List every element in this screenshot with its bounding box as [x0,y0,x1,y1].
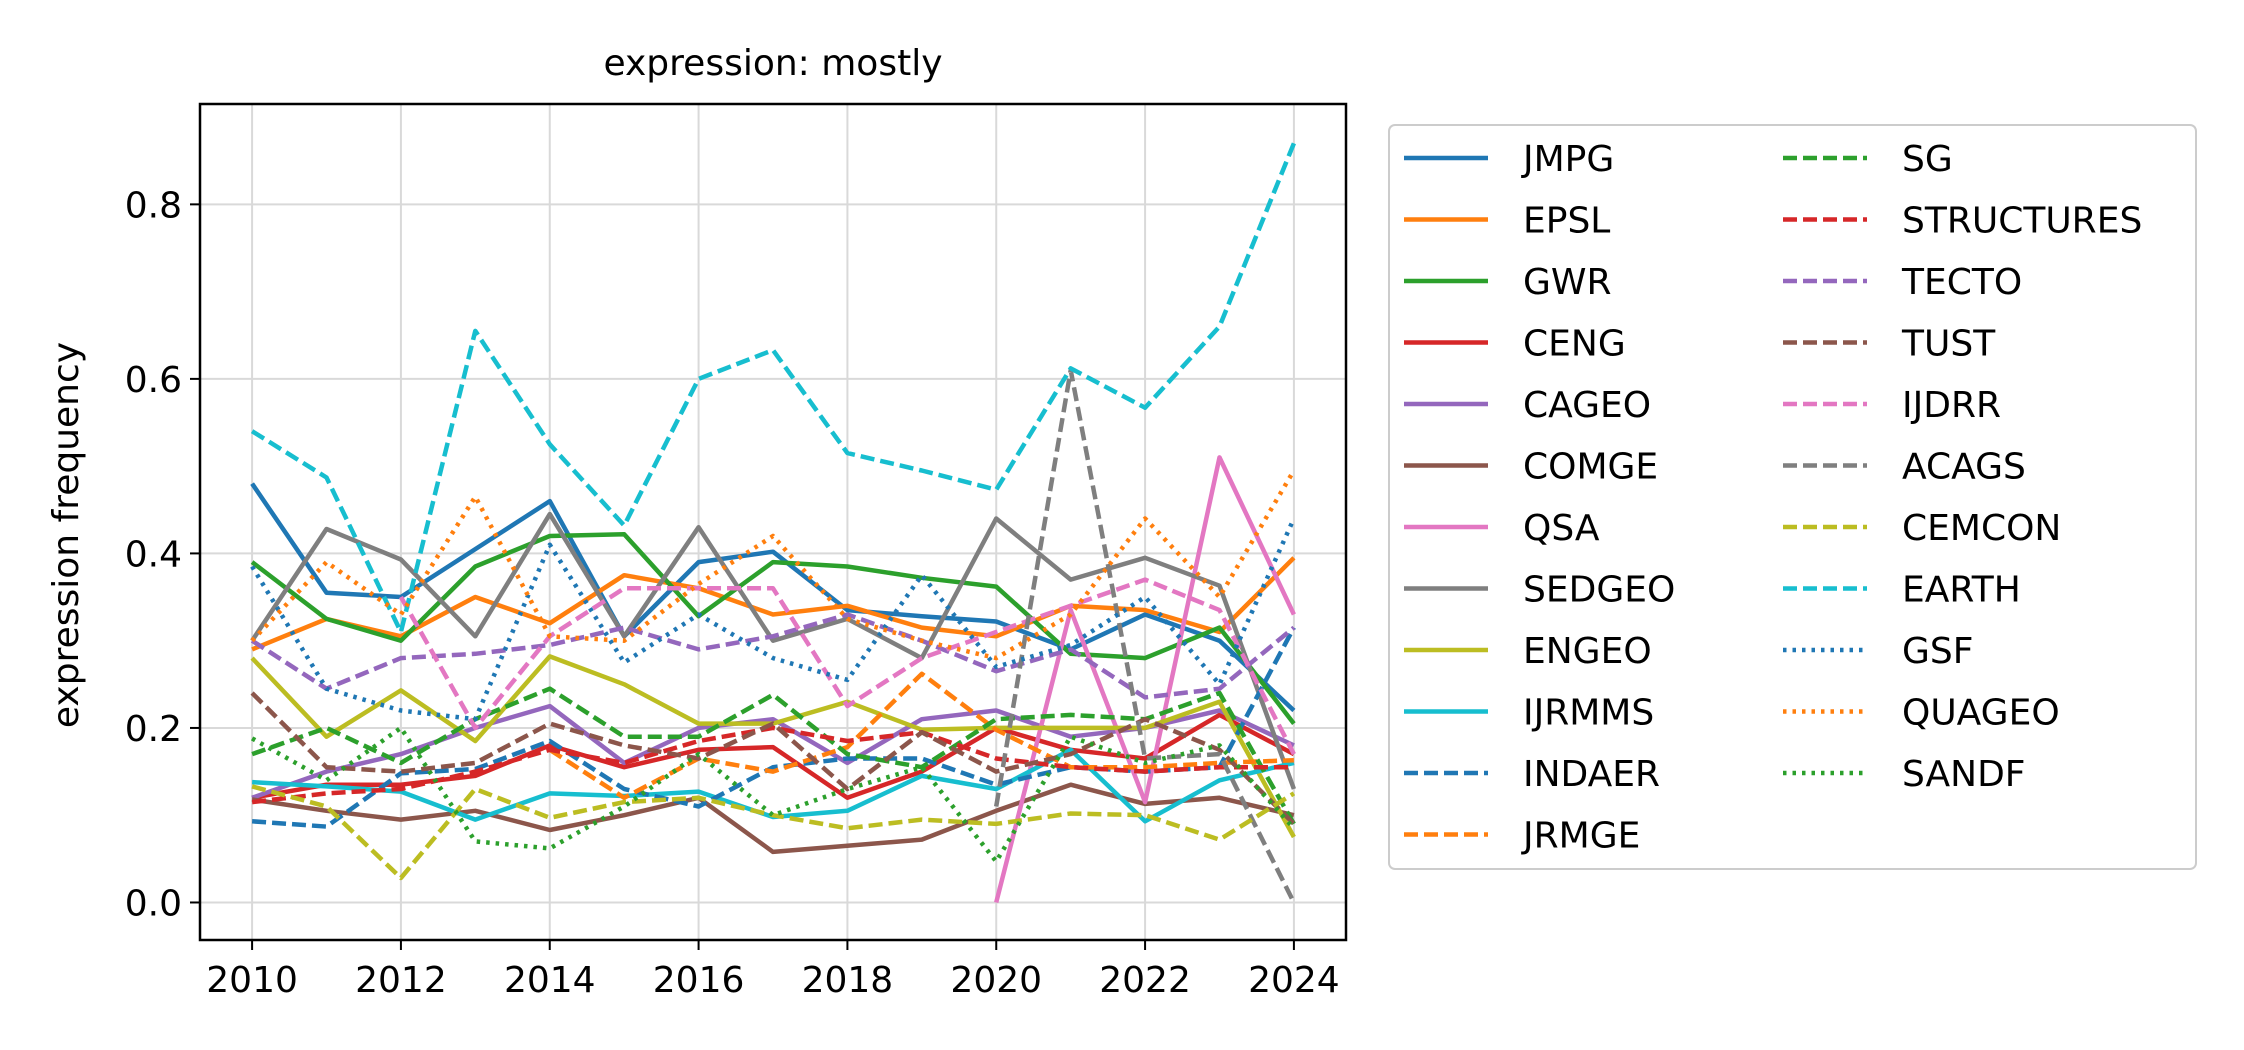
series-line-qsa [994,455,1296,904]
series-line-sedgeo [250,511,1297,790]
legend-label: ACAGS [1902,447,2026,488]
legend-entry-engeo: ENGEO [1404,631,1652,672]
legend-label: TUST [1901,324,1996,365]
x-tick-label: 2024 [1248,960,1340,1001]
legend-entry-sg: SG [1783,139,1953,180]
legend-label: SEDGEO [1523,570,1675,611]
legend-entry-tust: TUST [1783,324,1996,365]
series-line-jmpg [250,482,1296,713]
legend-entry-ijrmms: IJRMMS [1404,693,1654,734]
legend-entry-epsl: EPSL [1404,201,1610,242]
legend-label: JMPG [1521,139,1614,180]
y-axis-label: expression frequency [46,342,87,728]
y-tick-label: 0.0 [125,883,182,924]
legend-label: CEMCON [1902,508,2061,549]
legend-label: EARTH [1902,570,2021,611]
y-tick-label: 0.4 [125,534,182,575]
legend-label: CAGEO [1523,385,1651,426]
legend-label: SG [1902,139,1953,180]
chart-title: expression: mostly [603,43,942,84]
legend-label: TECTO [1901,262,2022,303]
legend-label: INDAER [1523,754,1660,795]
legend-entry-gwr: GWR [1404,262,1612,303]
legend-label: IJRMMS [1523,693,1654,734]
legend-entry-ijdrr: IJDRR [1783,385,2001,426]
legend-label: GSF [1902,631,1973,672]
x-tick-label: 2014 [504,960,596,1001]
legend-entry-earth: EARTH [1783,570,2021,611]
series-line-gwr [250,531,1296,725]
legend-label: STRUCTURES [1902,201,2142,242]
legend-entry-ceng: CENG [1404,324,1626,365]
series-line-quageo [250,469,1296,661]
x-tick-label: 2010 [206,960,298,1001]
series-line-tust [250,691,1296,826]
legend-entry-cemcon: CEMCON [1783,508,2061,549]
legend-entry-quageo: QUAGEO [1783,693,2060,734]
legend-label: SANDF [1902,754,2026,795]
legend-label: IJDRR [1902,385,2001,426]
axis-ticks: 2010 2012 2014 2016 2018 2020 2022 2024 0.0 0.2 0.… [125,185,1340,1001]
legend-entry-sandf: SANDF [1783,754,2026,795]
x-tick-label: 2020 [950,960,1042,1001]
y-tick-label: 0.2 [125,709,182,750]
legend-entry-structures: STRUCTURES [1783,201,2142,242]
legend-label: JRMGE [1521,816,1640,857]
plot-frame [198,102,1348,942]
legend-entry-jmpg: JMPG [1404,139,1614,180]
legend-label: COMGE [1523,447,1658,488]
x-tick-label: 2022 [1099,960,1191,1001]
legend-label: EPSL [1523,201,1610,242]
series-line-tecto [250,612,1296,700]
series-line-ceng [251,712,1295,801]
legend-label: QSA [1523,508,1600,549]
legend: JMPG EPSL GWR CENG CAGEO COMGE QSA SEDGEO ENGEO I… [1388,124,2197,870]
series-layer [250,142,1297,904]
legend-entry-indaer: INDAER [1404,754,1660,795]
legend-label: GWR [1523,262,1612,303]
legend-frame [1388,124,2197,870]
legend-entry-gsf: GSF [1783,631,1973,672]
legend-label: CENG [1523,324,1626,365]
legend-entry-comge: COMGE [1404,447,1658,488]
series-line-gsf [250,517,1296,722]
legend-entry-cageo: CAGEO [1404,385,1651,426]
legend-entry-jrmge: JRMGE [1404,816,1640,857]
series-line-cemcon [251,784,1296,881]
y-tick-label: 0.8 [125,185,182,226]
y-tick-label: 0.6 [125,360,182,401]
legend-entry-sedgeo: SEDGEO [1404,570,1675,611]
x-tick-label: 2016 [653,960,745,1001]
series-line-earth [250,142,1296,635]
series-line-acags [993,367,1296,904]
series-line-structures [251,725,1294,805]
legend-label: QUAGEO [1902,693,2060,734]
series-line-sandf [250,725,1296,864]
series-line-sg [251,686,1296,826]
series-line-epsl [251,556,1296,652]
legend-entry-acags: ACAGS [1783,447,2026,488]
legend-entry-qsa: QSA [1404,508,1600,549]
legend-entry-tecto: TECTO [1783,262,2022,303]
x-tick-label: 2018 [802,960,894,1001]
x-tick-label: 2012 [355,960,447,1001]
legend-label: ENGEO [1523,631,1652,672]
